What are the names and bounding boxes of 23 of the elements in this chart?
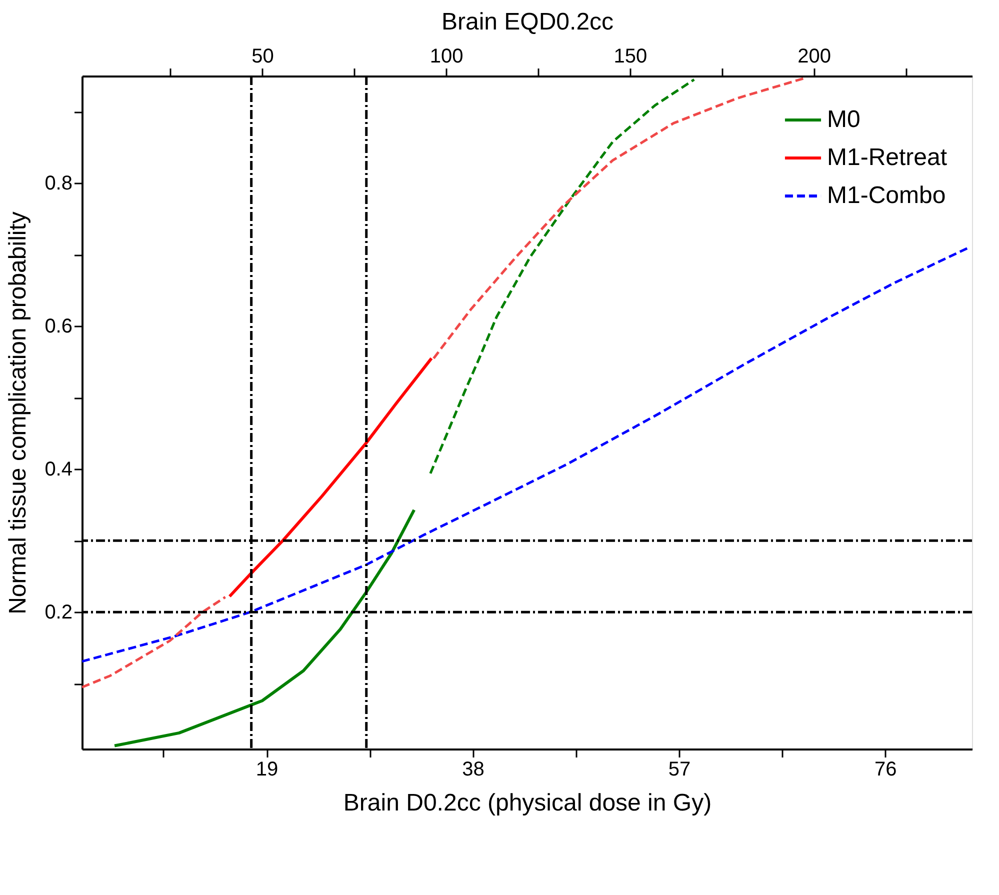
y-tick-label: 0.8 (44, 172, 72, 195)
y-tick-label: 0.4 (44, 458, 72, 481)
x-tick-label: 38 (462, 758, 484, 780)
y-axis-title: Normal tissue complication probability (4, 212, 32, 614)
x2-axis-title: Brain EQD0.2cc (441, 8, 614, 36)
x2-tick-label: 50 (252, 46, 274, 68)
y-tick-label: 0.2 (44, 602, 72, 624)
line-series (228, 356, 433, 598)
line-series (82, 246, 970, 663)
line-series (429, 78, 696, 475)
legend-label: M0 (827, 106, 860, 133)
line-series (82, 596, 227, 688)
legend-label: M1-Retreat (827, 144, 948, 171)
x2-tick-label: 100 (430, 46, 464, 68)
x2-tick-label: 200 (798, 46, 832, 68)
x-tick-label: 57 (668, 758, 691, 780)
x-axis-title: Brain D0.2cc (physical dose in Gy) (343, 790, 712, 816)
x-tick-label: 76 (874, 758, 897, 780)
x-tick-label: 19 (256, 758, 278, 780)
y-tick-label: 0.6 (44, 316, 72, 338)
x2-tick-label: 150 (614, 46, 648, 68)
line-series (113, 508, 416, 748)
legend-label: M1-Combo (827, 182, 946, 209)
